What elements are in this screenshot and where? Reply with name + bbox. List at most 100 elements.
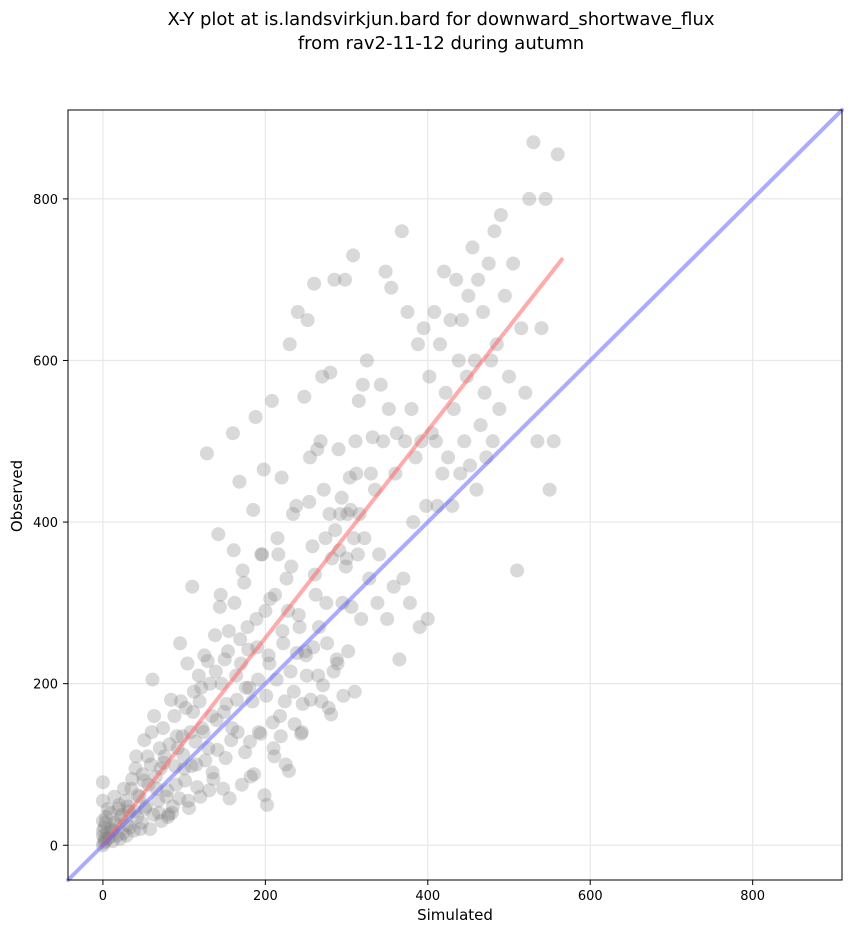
data-point <box>411 337 425 352</box>
data-point <box>275 624 290 639</box>
data-point <box>222 791 237 806</box>
data-point <box>260 797 274 812</box>
data-point <box>97 820 112 835</box>
data-point <box>331 442 346 457</box>
data-point <box>192 694 207 709</box>
data-point <box>279 571 294 586</box>
data-point <box>276 636 291 651</box>
data-point <box>534 321 549 336</box>
data-point <box>295 696 310 711</box>
data-point <box>510 563 525 578</box>
data-point <box>438 385 453 400</box>
data-point <box>303 450 317 465</box>
data-point <box>196 725 211 740</box>
data-point <box>218 751 233 765</box>
data-point <box>180 656 195 671</box>
data-point <box>266 741 281 756</box>
data-point <box>363 466 378 481</box>
data-point <box>294 726 309 741</box>
data-point <box>538 191 553 206</box>
data-point <box>95 823 110 838</box>
data-point <box>338 559 353 574</box>
data-point <box>217 652 232 667</box>
data-point <box>351 393 366 408</box>
data-point <box>178 700 193 715</box>
data-point <box>248 410 263 424</box>
data-point <box>355 377 370 392</box>
data-point <box>437 264 451 279</box>
data-point <box>469 482 484 497</box>
data-point <box>412 620 427 635</box>
data-point <box>292 620 307 635</box>
data-point <box>380 612 395 626</box>
data-point <box>251 672 265 687</box>
data-point <box>406 515 421 530</box>
data-point <box>243 769 258 784</box>
data-point <box>216 704 231 719</box>
data-point <box>299 648 313 663</box>
data-point <box>461 288 476 303</box>
data-point <box>271 547 286 562</box>
data-point <box>338 272 352 287</box>
data-point <box>318 531 333 546</box>
data-point <box>416 321 431 336</box>
data-point <box>219 696 234 711</box>
data-point <box>208 664 223 679</box>
data-point <box>246 502 261 517</box>
data-point <box>350 547 365 562</box>
y-tick-label: 400 <box>33 516 58 531</box>
data-point <box>270 531 285 546</box>
data-point <box>546 434 561 449</box>
data-point <box>396 571 411 586</box>
data-point <box>190 780 205 795</box>
reference-line <box>66 108 844 882</box>
data-point <box>230 725 245 740</box>
data-point <box>289 498 304 513</box>
data-point <box>319 595 334 610</box>
data-point <box>164 692 179 707</box>
data-point <box>143 757 158 772</box>
y-axis-label: Observed <box>8 460 26 532</box>
data-point <box>427 305 442 319</box>
data-point <box>264 393 279 408</box>
data-point <box>156 721 170 736</box>
data-point <box>257 788 272 803</box>
data-point <box>408 450 423 465</box>
data-point <box>112 797 127 812</box>
data-point <box>347 684 362 699</box>
data-point <box>334 490 349 505</box>
data-point <box>136 773 151 788</box>
data-point <box>254 547 269 562</box>
data-point <box>262 656 277 671</box>
data-point <box>433 337 447 352</box>
data-point <box>261 648 276 663</box>
data-point <box>268 587 283 602</box>
data-point <box>278 757 293 772</box>
data-point <box>149 781 164 796</box>
data-point <box>147 709 162 723</box>
data-point <box>341 644 356 659</box>
data-point <box>518 385 533 400</box>
data-point <box>202 783 217 798</box>
data-point <box>339 551 354 566</box>
data-point <box>235 563 250 578</box>
data-point <box>394 224 409 239</box>
data-point <box>152 805 166 820</box>
data-point <box>234 777 249 792</box>
data-point <box>485 434 500 449</box>
data-point <box>320 636 335 651</box>
data-point <box>457 434 472 449</box>
data-point <box>336 688 351 703</box>
data-point <box>238 680 253 695</box>
data-point <box>322 507 337 521</box>
data-point <box>173 636 188 651</box>
data-point <box>177 761 192 776</box>
data-point <box>306 640 321 655</box>
data-point <box>378 264 393 279</box>
data-point <box>471 272 486 287</box>
data-point <box>302 494 317 509</box>
data-point <box>134 815 149 830</box>
data-point <box>193 789 208 804</box>
data-point <box>258 603 273 618</box>
data-point <box>454 313 469 328</box>
